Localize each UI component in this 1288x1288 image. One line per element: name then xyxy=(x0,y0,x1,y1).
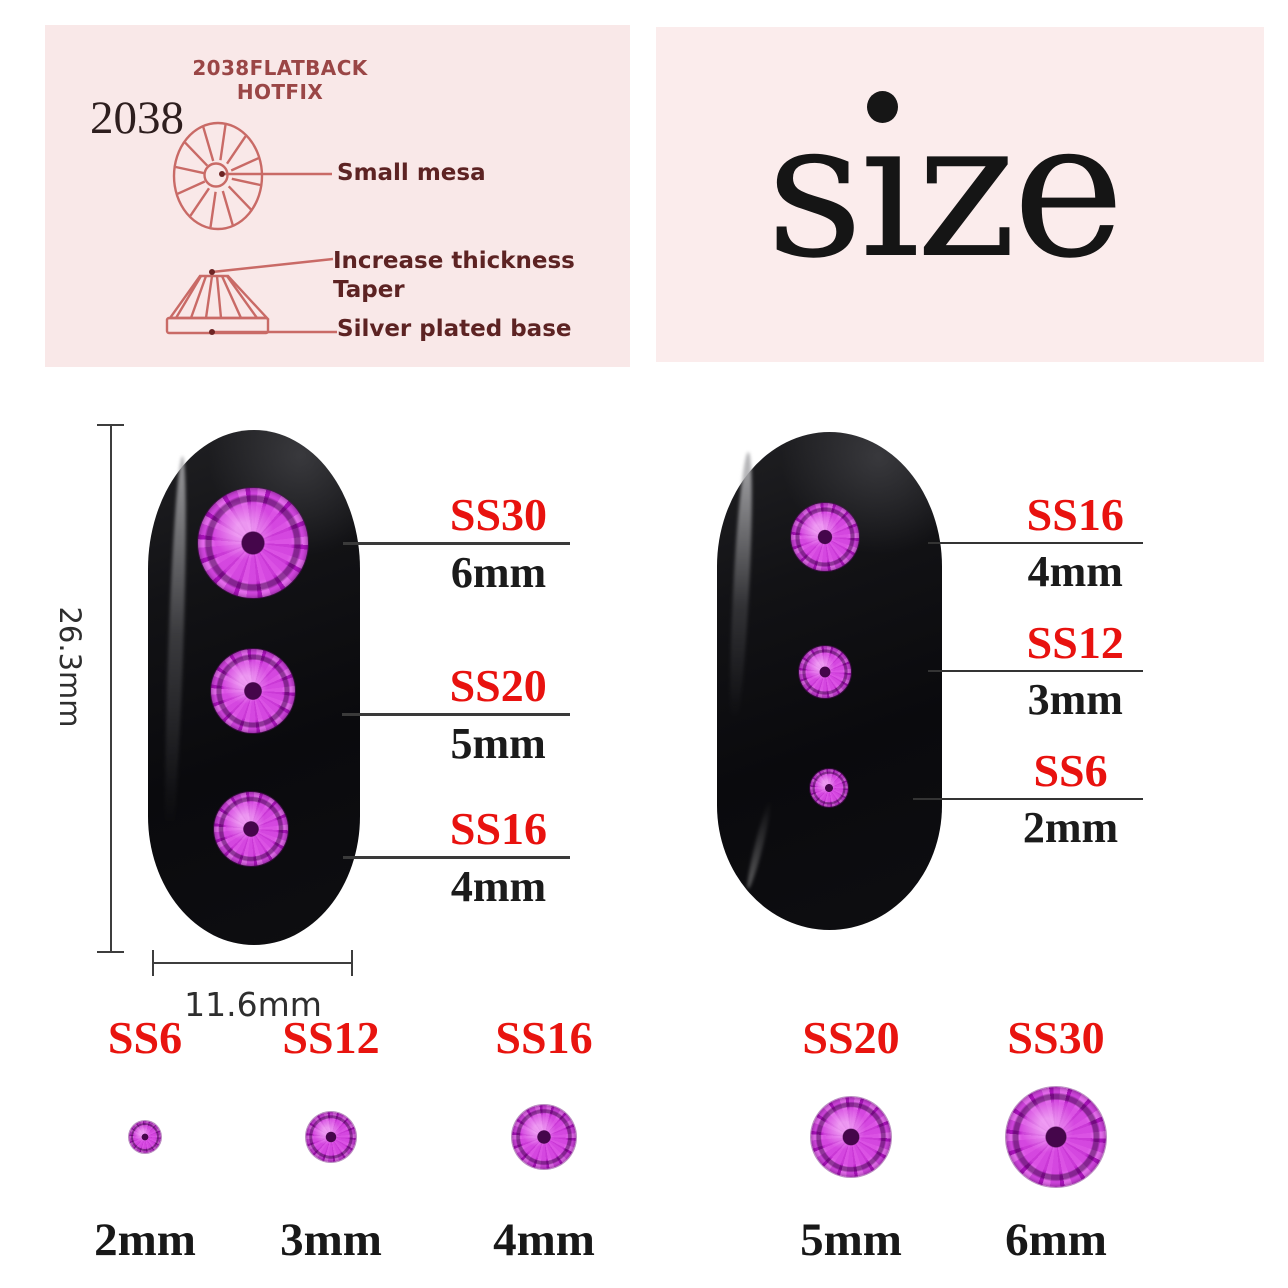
stone-code: SS16 xyxy=(495,1012,593,1063)
nail-width-label: 11.6mm xyxy=(184,985,322,1024)
top-view-outline xyxy=(172,121,264,231)
stone-code: SS20 xyxy=(802,1012,900,1063)
label-small-mesa: Small mesa xyxy=(337,160,486,186)
callout-ss16-right: SS16 4mm xyxy=(928,492,1143,594)
stone-size: 6mm xyxy=(1005,1214,1107,1266)
stone-size: 2mm xyxy=(1022,803,1119,852)
height-dimension-cap-bottom xyxy=(97,951,124,953)
gem-cell xyxy=(246,1061,416,1213)
size-panel xyxy=(656,27,1264,362)
leader-line xyxy=(342,713,570,716)
stone-size: 4mm xyxy=(450,862,547,911)
leader-dots xyxy=(209,171,225,335)
stone-code: SS6 xyxy=(107,1012,183,1063)
callout-ss16-left: SS16 4mm xyxy=(343,806,570,909)
stone-size: 2mm xyxy=(94,1214,196,1266)
gem-cell xyxy=(60,1061,230,1213)
callout-ss6: SS6 2mm xyxy=(913,748,1143,850)
side-view-facet-lines xyxy=(174,275,258,319)
stone-size: 4mm xyxy=(1027,547,1123,596)
rhinestone-ss12 xyxy=(799,646,851,698)
stone-code: SS12 xyxy=(282,1012,380,1063)
label-silver-plated-base: Silver plated base xyxy=(337,316,572,342)
spec-model-number: 2038 xyxy=(90,92,184,144)
side-view-base xyxy=(165,316,270,335)
gem-cell xyxy=(766,1061,936,1213)
width-dimension-line xyxy=(153,962,353,964)
rhinestone-sample-ss6 xyxy=(129,1121,161,1153)
rhinestone-spec-diagram xyxy=(165,121,337,335)
leader-line xyxy=(343,856,570,859)
stone-code: SS16 xyxy=(449,803,548,854)
stone-code: SS16 xyxy=(1026,489,1124,540)
size-chart-col-ss16: SS16 4mm xyxy=(459,1015,629,1264)
rhinestone-ss16 xyxy=(214,792,288,866)
width-dimension-cap-right xyxy=(351,950,353,976)
callout-ss12: SS12 3mm xyxy=(928,620,1143,722)
leader-line xyxy=(928,542,1143,544)
top-view-facet-spokes xyxy=(175,124,261,228)
stone-size: 6mm xyxy=(450,548,547,597)
leader-line xyxy=(928,670,1143,672)
stone-size: 5mm xyxy=(450,719,546,768)
size-chart-col-ss6: SS6 2mm xyxy=(60,1015,230,1264)
width-dimension-cap-left xyxy=(152,950,154,976)
stone-size: 3mm xyxy=(280,1214,382,1266)
height-dimension-cap-top xyxy=(97,424,124,426)
nail-gloss-highlight xyxy=(725,451,757,733)
stone-code: SS30 xyxy=(1007,1012,1105,1063)
stone-size: 3mm xyxy=(1027,675,1123,724)
label-taper: Taper xyxy=(333,277,405,303)
size-chart-col-ss12: SS12 3mm xyxy=(246,1015,416,1264)
callout-ss30: SS30 6mm xyxy=(343,492,570,595)
spec-panel xyxy=(45,25,630,367)
gem-cell xyxy=(971,1061,1141,1213)
stone-code: SS12 xyxy=(1026,617,1124,668)
rhinestone-sample-ss16 xyxy=(512,1105,576,1169)
spec-panel-title: 2038FLATBACK HOTFIX xyxy=(192,56,368,104)
rhinestone-sample-ss12 xyxy=(306,1112,356,1162)
rhinestone-ss6 xyxy=(810,769,848,807)
stone-code: SS20 xyxy=(449,660,547,711)
nail-height-label: 26.3mm xyxy=(53,606,87,728)
stone-size: 5mm xyxy=(800,1214,902,1266)
thickness-leader-line xyxy=(211,257,334,274)
callout-ss20: SS20 5mm xyxy=(342,663,570,766)
rhinestone-ss20 xyxy=(211,649,295,733)
stone-code: SS6 xyxy=(1033,745,1108,796)
label-increase-thickness: Increase thickness xyxy=(333,248,575,274)
size-title-dot xyxy=(867,91,898,123)
rhinestone-ss30 xyxy=(198,488,308,598)
size-panel-title: sıze xyxy=(766,79,1125,300)
rhinestone-ss16-right xyxy=(791,503,859,571)
nail-glint xyxy=(744,800,774,890)
rhinestone-sample-ss30 xyxy=(1006,1087,1106,1187)
stone-code: SS30 xyxy=(449,489,548,540)
leader-line xyxy=(913,798,1143,800)
size-chart-col-ss20: SS20 5mm xyxy=(766,1015,936,1264)
rhinestone-sample-ss20 xyxy=(811,1097,891,1177)
nail-gloss-highlight xyxy=(161,455,190,857)
size-chart-col-ss30: SS30 6mm xyxy=(971,1015,1141,1264)
gem-cell xyxy=(459,1061,629,1213)
height-dimension-line xyxy=(110,425,112,953)
stone-size: 4mm xyxy=(493,1214,595,1266)
leader-line xyxy=(343,542,570,545)
